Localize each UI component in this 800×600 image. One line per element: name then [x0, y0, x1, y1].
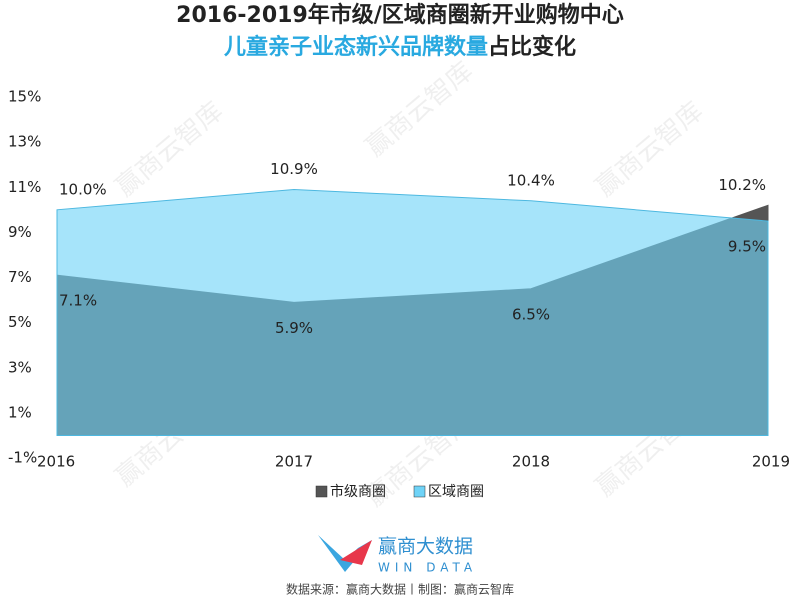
x-tick-label: 2018 — [512, 453, 550, 471]
x-tick-label: 2016 — [37, 453, 75, 471]
logo-name: 赢商大数据 — [378, 536, 473, 558]
logo-icon — [340, 540, 372, 565]
legend-label: 区域商圈 — [428, 484, 484, 500]
value-label: 7.1% — [59, 292, 97, 310]
value-label: 10.4% — [507, 171, 555, 189]
x-tick-label: 2017 — [275, 453, 313, 471]
chart-title: 2016-2019年市级/区域商圈新开业购物中心 — [176, 2, 624, 28]
watermark: 赢商云智库 — [110, 96, 229, 203]
y-tick-label: 3% — [8, 358, 32, 376]
source: 数据来源：赢商大数据丨制图：赢商云智库 — [286, 582, 514, 597]
legend-swatch — [413, 485, 426, 498]
value-label: 5.9% — [275, 319, 313, 337]
value-label: 10.9% — [270, 160, 318, 178]
subtitle-rest: 占比变化 — [488, 34, 576, 60]
legend-label: 市级商圈 — [330, 483, 386, 500]
watermark: 赢商云智库 — [360, 56, 479, 163]
y-tick-label: 1% — [8, 403, 32, 421]
value-label: 9.5% — [728, 238, 766, 256]
logo-sub: WIN DATA — [378, 561, 477, 575]
y-tick-label: 13% — [8, 133, 41, 151]
logo-icon — [318, 535, 372, 572]
legend: 市级商圈 区域商圈 — [315, 483, 484, 500]
y-tick-label: 11% — [8, 178, 41, 196]
y-tick-label: 15% — [8, 88, 41, 106]
chart-subtitle: 儿童亲子业态新兴品牌数量占比变化 — [223, 34, 576, 60]
x-tick-label: 2019 — [752, 453, 790, 471]
y-tick-label: 9% — [8, 223, 32, 241]
y-tick-label: 5% — [8, 313, 32, 331]
logo: 赢商大数据 WIN DATA — [318, 535, 477, 575]
y-tick-label: -1% — [8, 449, 37, 467]
y-tick-label: 7% — [8, 268, 32, 286]
subtitle-highlight: 儿童亲子业态新兴品牌数量 — [223, 34, 488, 60]
value-label: 6.5% — [512, 305, 550, 323]
value-label: 10.0% — [59, 180, 107, 198]
value-label: 10.2% — [718, 176, 766, 194]
watermark: 赢商云智库 — [590, 96, 709, 203]
legend-swatch — [315, 485, 328, 498]
area — [56, 189, 769, 436]
